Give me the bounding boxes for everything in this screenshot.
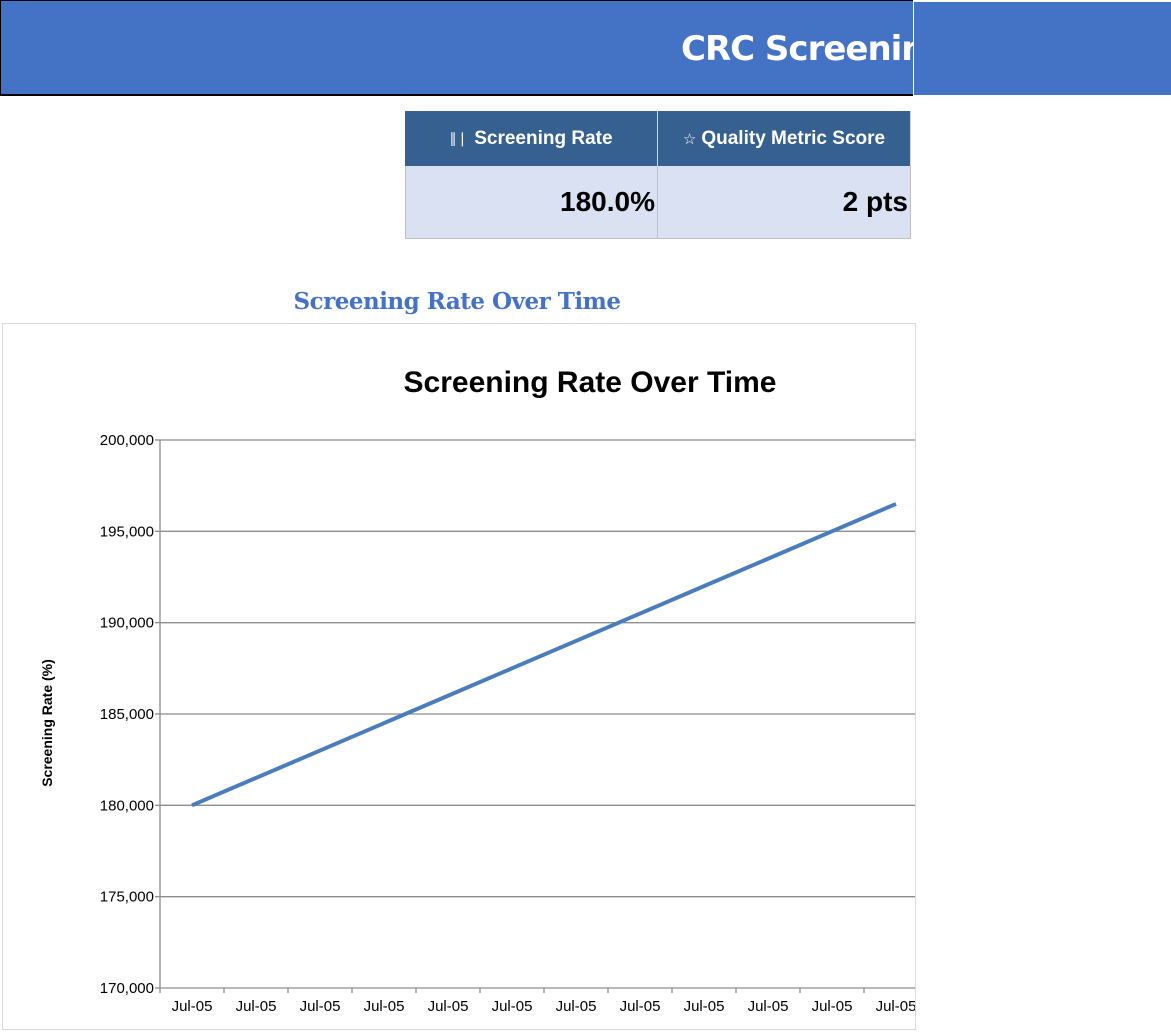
y-tick-label: 200,000 (100, 432, 154, 449)
x-tick-label: Jul-05 (556, 998, 597, 1015)
x-tick-label: Jul-05 (364, 998, 405, 1015)
line-chart: Screening Rate Over Time 170,000 175,000 18… (39, 366, 916, 1015)
series-line (191, 502, 897, 808)
kpi-label: Quality Metric Score (701, 127, 886, 149)
dashboard-title: CRC Screening (681, 29, 913, 69)
y-tick-label: 185,000 (100, 706, 154, 723)
header-extension (914, 2, 1171, 95)
kpi-value-screening-rate: 180.0% (405, 166, 658, 239)
x-tick-label: Jul-05 (236, 998, 277, 1015)
y-tick-label: 180,000 (100, 797, 154, 814)
star-icon: ☆ (682, 130, 697, 148)
chart-title: Screening Rate Over Time (404, 366, 777, 399)
x-tick-label: Jul-05 (492, 998, 533, 1015)
x-tick-label: Jul-05 (300, 998, 341, 1015)
y-tick-label: 190,000 (100, 615, 154, 632)
x-tick-label: Jul-05 (876, 998, 916, 1015)
bar-chart-icon: ∥❘ (449, 130, 469, 146)
chart-container: Screening Rate Over Time 170,000 175,000 18… (2, 323, 916, 1030)
y-tick-label: 170,000 (100, 980, 154, 997)
kpi-table: ∥❘ Screening Rate ☆ Quality Metric Score… (405, 111, 914, 239)
x-tick-label: Jul-05 (620, 998, 661, 1015)
x-tick-label: Jul-05 (684, 998, 725, 1015)
x-tick-label: Jul-05 (172, 998, 213, 1015)
y-tick-label: 195,000 (100, 523, 154, 540)
kpi-header-quality-score: ☆ Quality Metric Score (658, 111, 911, 166)
x-tick-label: Jul-05 (812, 998, 853, 1015)
kpi-header-screening-rate: ∥❘ Screening Rate (405, 111, 658, 166)
kpi-value-quality-score: 2 pts (658, 166, 911, 239)
y-tick-label: 175,000 (100, 889, 154, 906)
dashboard-header: CRC Screening (0, 0, 913, 96)
x-tick-label: Jul-05 (748, 998, 789, 1015)
section-title: Screening Rate Over Time (293, 288, 621, 315)
kpi-label: Screening Rate (474, 127, 613, 149)
y-axis-label: Screening Rate (%) (39, 659, 55, 787)
x-tick-label: Jul-05 (428, 998, 469, 1015)
